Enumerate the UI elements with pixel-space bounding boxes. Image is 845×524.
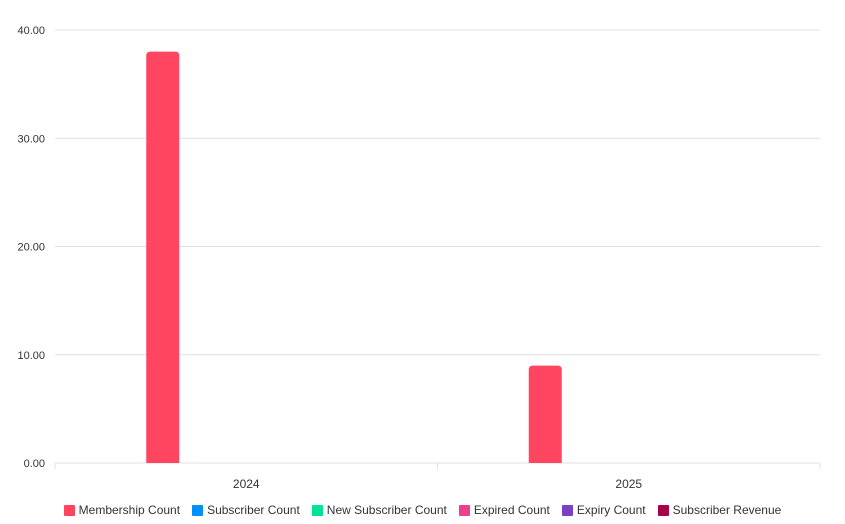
legend-label: Expired Count bbox=[473, 503, 550, 517]
y-tick-label: 20.00 bbox=[17, 242, 45, 254]
legend-item[interactable]: Subscriber Count bbox=[192, 503, 300, 517]
legend-swatch bbox=[192, 504, 204, 516]
legend-label: Expiry Count bbox=[576, 503, 646, 517]
chart-legend: Membership Count Subscriber Count New Subs… bbox=[0, 503, 845, 517]
y-tick-label: 40.00 bbox=[17, 25, 45, 37]
legend-swatch bbox=[63, 504, 75, 516]
y-tick-label: 0.00 bbox=[24, 458, 45, 470]
legend-swatch bbox=[311, 504, 323, 516]
legend-swatch bbox=[561, 504, 573, 516]
legend-label: New Subscriber Count bbox=[326, 503, 447, 517]
y-tick-label: 10.00 bbox=[17, 350, 45, 362]
y-tick-label: 30.00 bbox=[17, 133, 45, 145]
legend-item[interactable]: Expiry Count bbox=[561, 503, 646, 517]
legend-swatch bbox=[458, 504, 470, 516]
legend-label: Subscriber Revenue bbox=[672, 503, 782, 517]
legend-item[interactable]: Expired Count bbox=[458, 503, 550, 517]
legend-item[interactable]: Subscriber Revenue bbox=[657, 503, 782, 517]
bar-membership-count-2024 bbox=[146, 51, 180, 464]
bar-membership-count-2025 bbox=[528, 365, 562, 463]
legend-label: Subscriber Count bbox=[207, 503, 300, 517]
legend-label: Membership Count bbox=[78, 503, 181, 517]
legend-item[interactable]: Membership Count bbox=[63, 503, 181, 517]
legend-swatch bbox=[657, 504, 669, 516]
x-tick-label: 2025 bbox=[615, 477, 642, 491]
legend-item[interactable]: New Subscriber Count bbox=[311, 503, 447, 517]
x-tick-label: 2024 bbox=[233, 477, 260, 491]
